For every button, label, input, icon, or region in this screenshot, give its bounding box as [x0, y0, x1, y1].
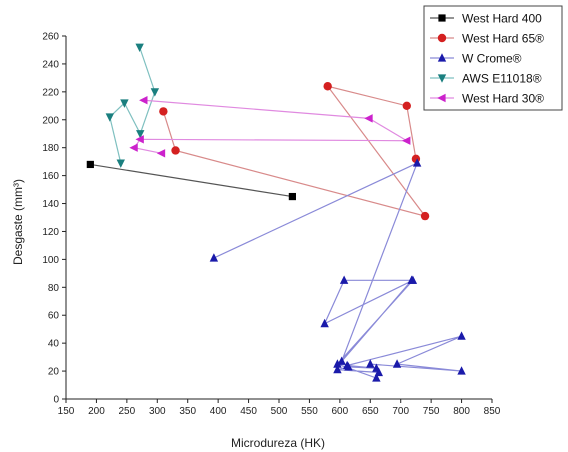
data-point — [408, 275, 418, 284]
data-point — [86, 160, 94, 169]
y-tick-labels: 0 20 40 60 80 100 120 140 160 180 200 220 240 260 — [42, 32, 59, 406]
x-tick-label: 350 — [179, 406, 196, 417]
data-point — [156, 149, 166, 158]
data-point — [366, 359, 375, 368]
x-tick-label: 450 — [240, 406, 257, 417]
y-tick-label: 240 — [42, 59, 59, 70]
x-tick-label: 300 — [149, 406, 166, 417]
x-tick-label: 150 — [58, 406, 75, 417]
x-tick-label: 800 — [453, 406, 470, 417]
x-tick-label: 750 — [423, 406, 440, 417]
data-point — [135, 43, 144, 52]
legend-entry: AWS E11018® — [462, 72, 542, 86]
series-points — [86, 43, 466, 382]
data-point — [420, 211, 430, 221]
data-point — [116, 159, 125, 168]
data-point — [339, 275, 349, 284]
y-tick-label: 40 — [48, 339, 60, 350]
axes — [62, 35, 493, 403]
legend-marker — [438, 14, 446, 22]
legend-marker — [437, 53, 447, 62]
data-point — [320, 318, 329, 328]
x-tick-label: 650 — [362, 406, 379, 417]
y-tick-label: 0 — [53, 395, 59, 406]
y-tick-label: 60 — [48, 311, 60, 322]
y-tick-label: 20 — [48, 367, 60, 378]
x-tick-label: 700 — [392, 406, 409, 417]
data-point — [412, 158, 422, 167]
legend: West Hard 400 West Hard 65® W Crome® AWS E1… — [423, 5, 563, 111]
data-point — [129, 143, 138, 152]
x-tick-label: 600 — [332, 406, 349, 417]
data-point — [364, 114, 373, 123]
legend-marker — [437, 33, 447, 43]
series-line-1 — [162, 85, 427, 218]
x-tick-label: 250 — [119, 406, 136, 417]
series-line-0 — [90, 163, 293, 198]
x-tick-labels: 150 200 250 300 350 400 450 500 550 600 650 700 750 8… — [58, 406, 501, 417]
data-point — [209, 253, 219, 262]
data-point — [333, 364, 342, 374]
data-point — [392, 359, 402, 368]
data-point — [457, 366, 466, 375]
series-line-3 — [109, 46, 156, 164]
data-point — [159, 107, 168, 116]
x-tick-label: 850 — [484, 406, 501, 417]
legend-entry: W Crome® — [462, 52, 522, 66]
x-tick-label: 400 — [210, 406, 227, 417]
data-point — [457, 331, 466, 340]
data-point — [402, 136, 411, 145]
data-point — [150, 88, 160, 97]
data-point — [139, 96, 148, 105]
data-point — [288, 192, 296, 201]
series-line-4 — [133, 99, 410, 154]
data-point — [323, 82, 332, 91]
legend-entry: West Hard 65® — [462, 32, 544, 46]
y-tick-label: 140 — [42, 199, 59, 210]
data-point — [135, 135, 144, 144]
series-line-2 — [213, 161, 462, 379]
y-tick-label: 220 — [42, 87, 59, 98]
y-tick-label: 180 — [42, 143, 59, 154]
data-point — [136, 130, 145, 139]
y-tick-label: 260 — [42, 32, 59, 43]
y-tick-label: 160 — [42, 171, 59, 182]
data-point — [120, 99, 129, 108]
data-point — [171, 146, 180, 155]
x-tick-label: 500 — [271, 406, 288, 417]
legend-entry: West Hard 30® — [462, 92, 544, 106]
legend-marker — [437, 93, 446, 103]
x-tick-label: 200 — [88, 406, 105, 417]
data-point — [337, 356, 346, 365]
data-point — [402, 101, 411, 111]
data-point — [333, 359, 342, 368]
legend-entry: West Hard 400 — [462, 12, 542, 26]
x-tick-label: 550 — [301, 406, 318, 417]
data-point — [105, 113, 115, 122]
legend-marker — [437, 74, 447, 83]
y-tick-label: 120 — [42, 227, 59, 238]
y-tick-label: 80 — [48, 283, 60, 294]
y-tick-label: 100 — [42, 255, 59, 266]
y-axis-label: Desgaste (mm³) — [11, 179, 25, 265]
x-axis-label: Microdureza (HK) — [231, 436, 325, 450]
data-point — [342, 360, 352, 370]
y-tick-label: 200 — [42, 115, 59, 126]
data-point — [372, 373, 381, 382]
data-point — [372, 363, 381, 372]
